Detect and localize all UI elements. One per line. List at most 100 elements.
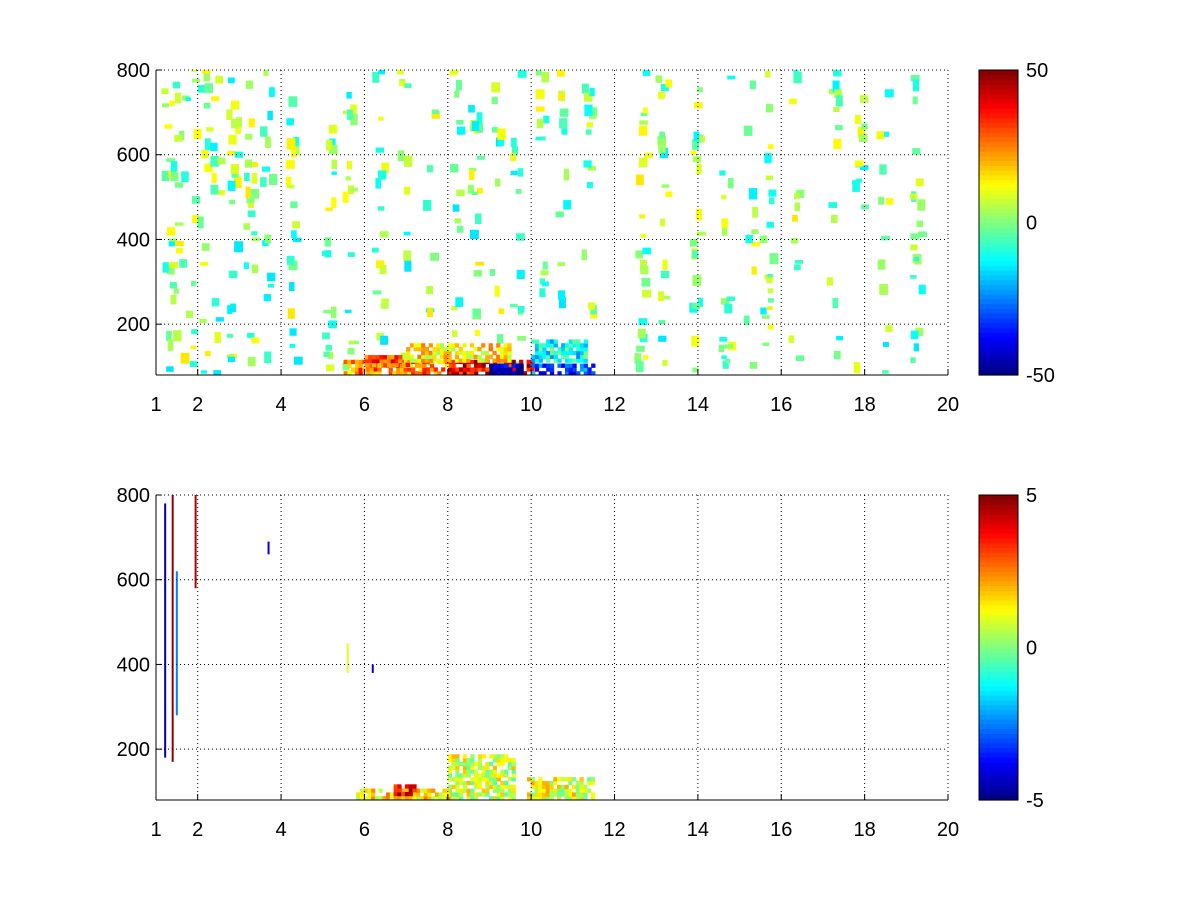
colorbar-segment — [979, 346, 1018, 352]
heatmap-noise-cell — [231, 118, 238, 129]
colorbar-segment — [979, 780, 1018, 787]
heatmap-noise-cell — [213, 370, 222, 375]
heatmap-patch-cell — [459, 792, 464, 797]
heatmap-noise-cell — [454, 90, 460, 98]
heatmap-patch-cell — [492, 777, 498, 782]
heatmap-patch-cell — [583, 350, 588, 356]
heatmap-patch-cell — [560, 788, 566, 793]
heatmap-noise-cell — [350, 113, 358, 126]
colorbar: -50 0 50 — [978, 60, 1055, 387]
heatmap-patch-cell — [481, 363, 486, 368]
heatmap-patch-cell — [466, 761, 471, 767]
heatmap-noise-cell — [269, 87, 275, 98]
heatmap-spike — [371, 664, 374, 673]
heatmap-patch-cell — [374, 796, 380, 800]
heatmap-noise-cell — [563, 200, 572, 210]
heatmap-patch-cell — [576, 339, 581, 344]
heatmap-noise-cell — [558, 296, 566, 309]
heatmap-noise-cell — [229, 199, 236, 205]
heatmap-patch-cell — [413, 358, 418, 363]
heatmap-patch-cell — [351, 367, 356, 372]
heatmap-patch-cell — [454, 354, 460, 359]
heatmap-noise-cell — [721, 195, 727, 200]
x-tick-label: 8 — [442, 394, 453, 416]
heatmap-noise-cell — [190, 345, 197, 350]
heatmap-patch-cell — [447, 769, 453, 774]
heatmap-patch-cell — [504, 792, 509, 797]
heatmap-patch-cell — [389, 796, 395, 800]
heatmap-patch-cell — [414, 363, 420, 368]
heatmap-patch-cell — [496, 792, 501, 797]
heatmap-noise-cell — [826, 277, 834, 286]
heatmap-noise-cell — [854, 160, 864, 167]
colorbar-segment — [979, 284, 1018, 290]
heatmap-patch-cell — [579, 350, 585, 356]
heatmap-noise-cell — [491, 82, 501, 93]
colorbar-segment — [979, 509, 1018, 515]
heatmap-noise-cell — [228, 270, 238, 279]
colorbar-tick-label: -50 — [1026, 365, 1055, 387]
colorbar-segment — [979, 723, 1018, 730]
heatmap-noise-cell — [515, 188, 522, 194]
heatmap-patch-cell — [579, 784, 584, 790]
heatmap-noise-cell — [175, 248, 184, 254]
x-tick-label: 6 — [359, 819, 370, 841]
heatmap-patch-cell — [462, 354, 467, 359]
heatmap-patch-cell — [466, 773, 471, 778]
heatmap-patch-cell — [507, 358, 512, 363]
heatmap-patch-cell — [409, 358, 415, 363]
heatmap-patch-cell — [417, 347, 422, 352]
heatmap-patch-cell — [507, 350, 512, 356]
heatmap-noise-cell — [498, 308, 504, 315]
heatmap-patch-cell — [459, 788, 464, 793]
heatmap-noise-cell — [496, 334, 504, 344]
colorbar-segment — [979, 89, 1018, 95]
heatmap-noise-cell — [517, 168, 524, 177]
colorbar-segment — [979, 771, 1018, 777]
heatmap-noise-cell — [542, 261, 548, 270]
heatmap-patch-cell — [546, 339, 551, 344]
heatmap-patch-cell — [433, 367, 438, 372]
heatmap-spike — [267, 541, 270, 555]
heatmap-patch-cell — [534, 367, 540, 372]
heatmap-patch-cell — [474, 777, 479, 782]
heatmap-noise-cell — [792, 215, 798, 222]
heatmap-patch-cell — [477, 758, 483, 763]
heatmap-noise-cell — [293, 356, 303, 365]
heatmap-noise-cell — [381, 162, 390, 174]
heatmap-patch-cell — [538, 371, 543, 375]
colorbar-segment — [979, 136, 1018, 143]
heatmap-patch-cell — [489, 363, 494, 368]
heatmap-noise-cell — [324, 237, 331, 247]
heatmap-noise-cell — [720, 298, 730, 305]
heatmap-patch-cell — [591, 371, 596, 375]
heatmap-patch-cell — [534, 792, 539, 797]
heatmap-patch-cell — [561, 343, 566, 348]
heatmap-patch-cell — [560, 777, 566, 782]
colorbar-segment — [979, 604, 1018, 610]
colorbar-segment — [979, 657, 1018, 663]
heatmap-patch-cell — [394, 358, 399, 364]
heatmap-patch-cell — [500, 788, 505, 793]
heatmap-patch-cell — [366, 371, 371, 375]
heatmap-patch-cell — [575, 796, 581, 800]
heatmap-noise-cell — [765, 103, 774, 113]
heatmap-patch-cell — [455, 773, 460, 778]
heatmap-patch-cell — [576, 371, 581, 375]
heatmap-patch-cell — [576, 358, 581, 363]
heatmap-patch-cell — [474, 371, 479, 375]
heatmap-noise-cell — [510, 153, 517, 162]
heatmap-noise-cell — [635, 174, 644, 186]
colorbar-segment — [979, 542, 1018, 549]
heatmap-patch-cell — [401, 788, 406, 793]
heatmap-noise-cell — [245, 186, 251, 199]
heatmap-patch-cell — [455, 788, 460, 793]
heatmap-patch-cell — [538, 777, 543, 782]
colorbar-segment — [979, 355, 1018, 362]
heatmap-noise-cell — [167, 339, 174, 352]
heatmap-patch-cell — [462, 363, 468, 368]
heatmap-noise-cell — [211, 298, 220, 307]
heatmap-noise-cell — [348, 340, 355, 345]
heatmap-noise-cell — [161, 88, 169, 95]
heatmap-spike — [171, 495, 174, 762]
